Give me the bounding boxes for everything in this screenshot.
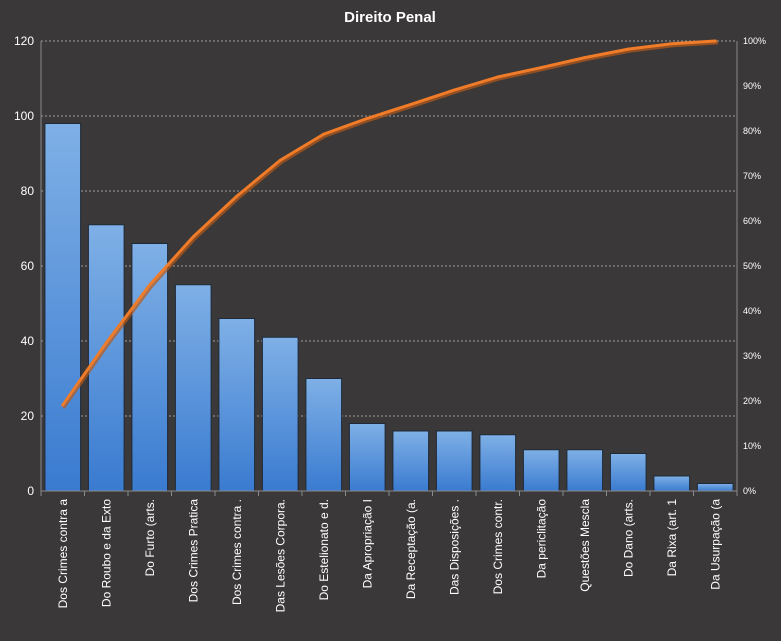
y2-tick-label: 40% <box>743 306 761 316</box>
y2-tick-label: 30% <box>743 351 761 361</box>
category-label: Das Disposições . <box>447 499 461 595</box>
cumulative-point <box>539 66 543 70</box>
y2-tick-label: 20% <box>743 396 761 406</box>
bar <box>131 243 169 492</box>
y-tick-label: 40 <box>21 334 35 348</box>
bar <box>566 449 604 492</box>
cumulative-point <box>713 39 717 43</box>
category-label: Do Furto (arts. <box>143 499 157 576</box>
category-label: Da Usurpação (a <box>708 499 722 590</box>
cumulative-line-shadow <box>62 41 719 409</box>
y-tick-label: 80 <box>21 184 35 198</box>
cumulative-point <box>104 341 108 345</box>
bar <box>653 475 691 492</box>
cumulative-point <box>191 235 195 239</box>
y2-tick-label: 80% <box>743 126 761 136</box>
y2-tick-label: 50% <box>743 261 761 271</box>
bar <box>218 318 256 492</box>
axes: 0 20 40 60 80 100 120 0% 10% 20% 30% 40% 50% 60% 70% 80… <box>14 34 766 498</box>
cumulative-point <box>670 42 674 46</box>
bar <box>44 123 82 492</box>
bar <box>392 430 430 492</box>
category-label: Da Apropriação I <box>360 499 374 588</box>
cumulative-point <box>409 102 413 106</box>
y2-tick-label: 60% <box>743 216 761 226</box>
y2-tick-label: 70% <box>743 171 761 181</box>
bar <box>435 430 473 492</box>
bar <box>348 423 386 492</box>
bar <box>174 284 212 492</box>
y-tick-label: 120 <box>14 34 34 48</box>
y2-tick-label: 90% <box>743 81 761 91</box>
category-label: Dos Crimes contr. <box>491 499 505 594</box>
cumulative-point <box>61 403 65 407</box>
bar <box>261 336 299 492</box>
bar <box>87 224 125 492</box>
y2-tick-label: 0% <box>743 486 756 496</box>
category-label: Do Dano (arts. <box>621 499 635 577</box>
bar <box>305 378 343 492</box>
cumulative-point <box>626 47 630 51</box>
chart-title: Direito Penal <box>344 9 436 26</box>
bar <box>522 449 560 492</box>
cumulative-point <box>148 283 152 287</box>
cumulative-line <box>61 39 719 409</box>
category-label: Da Receptação (a. <box>404 499 418 599</box>
category-label: Dos Crimes contra . <box>230 499 244 605</box>
category-labels: Dos Crimes contra a Do Roubo e da Exto Do … <box>56 499 723 613</box>
cumulative-point <box>322 132 326 136</box>
y2-tick-label: 10% <box>743 441 761 451</box>
bar <box>696 483 734 492</box>
y-tick-label: 0 <box>27 484 34 498</box>
bars <box>44 123 734 492</box>
cumulative-line <box>61 39 717 407</box>
cumulative-point <box>365 116 369 120</box>
category-label: Questões Mescla <box>578 499 592 592</box>
cumulative-point <box>583 56 587 60</box>
cumulative-point <box>452 88 456 92</box>
category-label: Da Rixa (art. 1 <box>665 499 679 577</box>
y-tick-label: 20 <box>21 409 35 423</box>
category-label: Dos Crimes Pratica <box>186 499 200 603</box>
y-tick-label: 100 <box>14 109 34 123</box>
y-tick-label: 60 <box>21 259 35 273</box>
category-label: Dos Crimes contra a <box>56 499 70 609</box>
bar <box>479 434 517 492</box>
bar <box>609 453 647 492</box>
category-label: Do Estelionato e d. <box>317 499 331 600</box>
category-label: Do Roubo e da Exto <box>99 499 113 607</box>
cumulative-point <box>235 194 239 198</box>
category-label: Da periclitação <box>534 499 548 579</box>
category-label: Das Lesões Corpora. <box>273 499 287 612</box>
cumulative-point <box>278 158 282 162</box>
y2-tick-label: 100% <box>743 36 766 46</box>
cumulative-point <box>496 75 500 79</box>
